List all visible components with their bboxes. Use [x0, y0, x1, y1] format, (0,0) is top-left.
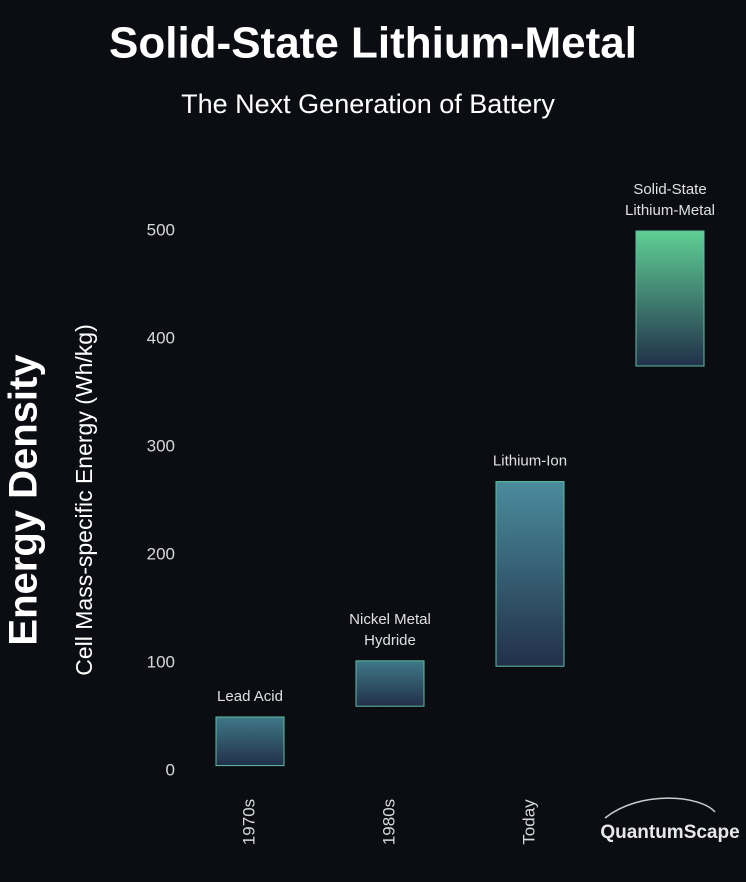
x-tick-label: 1980s	[379, 799, 398, 845]
bar-label: Hydride	[364, 632, 416, 649]
bar-label: Lithium-Metal	[625, 202, 715, 219]
bar	[635, 230, 705, 367]
bar	[355, 660, 425, 707]
bar-label: Solid-State	[633, 181, 706, 198]
y-tick-label: 400	[147, 328, 175, 347]
bar-label: Lithium-Ion	[493, 453, 567, 470]
bar-label: Lead Acid	[217, 688, 283, 705]
bar	[495, 481, 565, 667]
y-tick-label: 300	[147, 436, 175, 455]
bar-label: Nickel Metal	[349, 611, 431, 628]
category-logo: QuantumScape	[600, 822, 739, 843]
y-tick-label: 200	[147, 544, 175, 563]
y-title: Energy Density	[2, 354, 46, 646]
y-tick-label: 100	[147, 652, 175, 671]
y-tick-label: 0	[166, 760, 175, 779]
chart-title: Solid-State Lithium-Metal	[109, 19, 637, 68]
chart-subtitle: The Next Generation of Battery	[181, 89, 555, 119]
logo-swoosh	[604, 797, 716, 819]
x-tick-label: 1970s	[239, 799, 258, 845]
y-tick-label: 500	[147, 220, 175, 239]
x-tick-label: Today	[519, 799, 538, 845]
y-axis-label: Cell Mass-specific Energy (Wh/kg)	[71, 324, 97, 675]
bar	[215, 716, 285, 767]
